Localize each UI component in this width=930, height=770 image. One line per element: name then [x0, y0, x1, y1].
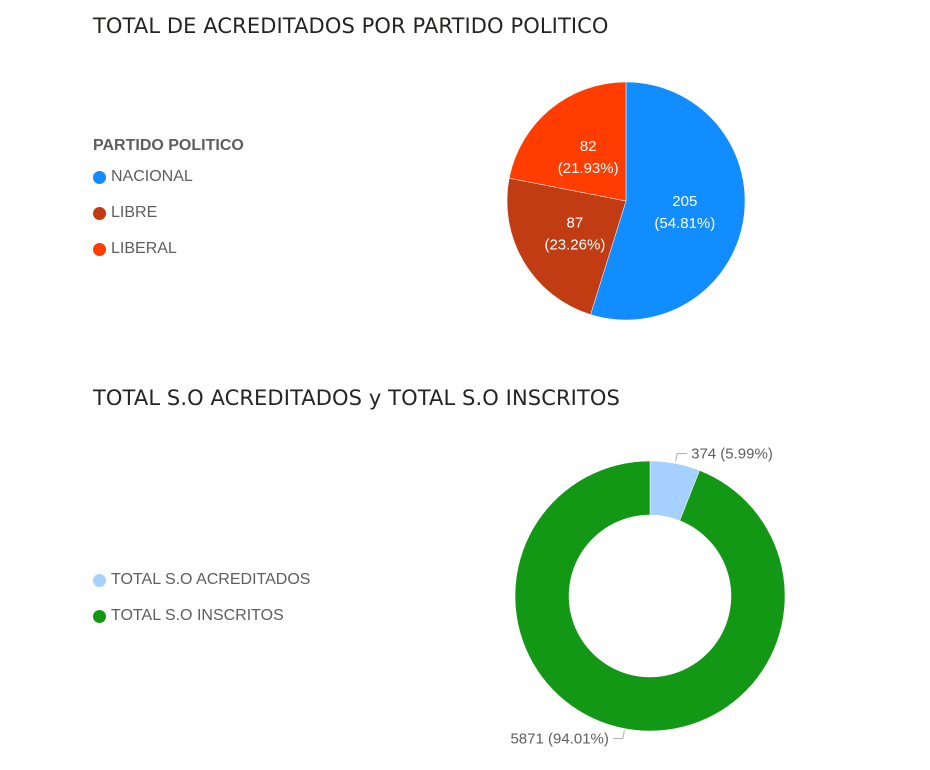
pie-legend: PARTIDO POLITICO NACIONAL LIBRE LIBERAL	[93, 137, 244, 267]
donut-chart: 374 (5.99%) 5871 (94.01%)	[510, 446, 786, 747]
donut-slice-total-s-o-inscritos[interactable]	[514, 460, 786, 732]
legend-label-liberal: LIBERAL	[111, 240, 177, 257]
legend-label-inscritos: TOTAL S.O INSCRITOS	[111, 607, 284, 624]
legend-item-inscritos[interactable]: TOTAL S.O INSCRITOS	[93, 598, 310, 634]
legend-dot-libre	[93, 206, 106, 220]
legend-dot-liberal	[93, 242, 106, 256]
donut-legend: TOTAL S.O ACREDITADOS TOTAL S.O INSCRITO…	[93, 562, 310, 634]
legend-dot-inscritos	[93, 609, 106, 623]
legend-item-liberal[interactable]: LIBERAL	[93, 231, 244, 267]
pie-value-label-liberal: 82	[580, 138, 597, 155]
donut-chart-title: TOTAL S.O ACREDITADOS y TOTAL S.O INSCRI…	[93, 386, 620, 410]
pie-legend-title: PARTIDO POLITICO	[93, 137, 244, 154]
pie-percent-label-libre: (23.26%)	[544, 236, 605, 253]
pie-slice-libre[interactable]	[506, 177, 627, 315]
pie-chart-title: TOTAL DE ACREDITADOS POR PARTIDO POLITIC…	[93, 14, 609, 38]
donut-data-label-total-s-o-acreditados: 374 (5.99%)	[691, 446, 773, 463]
pie-chart: 205 (54.81%) 87 (23.26%) 82 (21.93%)	[506, 81, 746, 321]
legend-item-nacional[interactable]: NACIONAL	[93, 159, 244, 195]
legend-label-nacional: NACIONAL	[111, 168, 193, 185]
pie-slice-nacional[interactable]	[590, 81, 746, 321]
legend-label-libre: LIBRE	[111, 204, 158, 221]
legend-label-acreditados: TOTAL S.O ACREDITADOS	[111, 571, 311, 588]
donut-leader-line-total-s-o-acreditados	[675, 453, 688, 462]
pie-value-label-libre: 87	[567, 214, 584, 231]
donut-leader-line-total-s-o-inscritos	[612, 730, 625, 739]
pie-percent-label-nacional: (54.81%)	[654, 215, 715, 232]
pie-percent-label-liberal: (21.93%)	[558, 160, 619, 177]
legend-dot-nacional	[93, 170, 106, 184]
legend-dot-acreditados	[93, 573, 106, 587]
legend-item-acreditados[interactable]: TOTAL S.O ACREDITADOS	[93, 562, 310, 598]
donut-data-label-total-s-o-inscritos: 5871 (94.01%)	[510, 730, 608, 747]
legend-item-libre[interactable]: LIBRE	[93, 195, 244, 231]
pie-value-label-nacional: 205	[672, 193, 697, 210]
pie-slice-liberal[interactable]	[508, 81, 627, 202]
